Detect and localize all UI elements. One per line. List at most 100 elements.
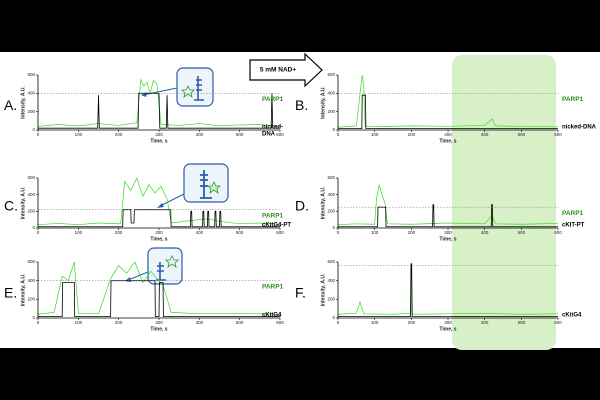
- icon-a: [141, 67, 214, 107]
- x-axis-label: Time, s: [439, 326, 456, 332]
- x-tick-label: 100: [75, 320, 83, 325]
- x-tick-label: 200: [408, 132, 416, 137]
- x-tick-label: 300: [155, 132, 163, 137]
- x-tick-label: 200: [408, 320, 416, 325]
- x-tick-label: 400: [196, 132, 204, 137]
- x-axis-label: Time, s: [150, 138, 167, 144]
- panel: 0 100 200 300 400 500 600 0 200 400 600 Time, s Inte…: [295, 259, 582, 332]
- x-tick-label: 600: [276, 132, 284, 137]
- panel: 0 100 200 300 400 500 600 0 200 400 600 Time, s Inte…: [4, 259, 284, 332]
- x-tick-label: 0: [37, 320, 40, 325]
- trace: [338, 94, 558, 130]
- trace: [38, 92, 280, 129]
- x-tick-label: 600: [554, 230, 562, 235]
- y-tick-label: 0: [332, 225, 335, 230]
- trace: [337, 74, 559, 128]
- y-axis-label: Intensity, A.U.: [20, 85, 26, 118]
- y-axis-label: Intensity, A.U.: [20, 273, 26, 306]
- x-tick-label: 200: [115, 230, 123, 235]
- trace: [338, 204, 558, 228]
- y-tick-label: 600: [27, 175, 35, 180]
- x-tick-label: 500: [518, 320, 526, 325]
- y-tick-label: 0: [32, 225, 35, 230]
- x-tick-label: 100: [371, 320, 379, 325]
- y-tick-label: 400: [327, 192, 335, 197]
- trace: [337, 184, 559, 226]
- x-tick-label: 600: [276, 320, 284, 325]
- x-tick-label: 200: [115, 132, 123, 137]
- y-tick-label: 200: [327, 297, 335, 302]
- y-tick-label: 200: [27, 297, 35, 302]
- x-tick-label: 100: [75, 132, 83, 137]
- y-tick-label: 400: [327, 91, 335, 96]
- y-tick-label: 600: [327, 259, 335, 264]
- panel-letter: F.: [295, 285, 306, 301]
- x-tick-label: 200: [408, 230, 416, 235]
- x-tick-label: 300: [444, 320, 452, 325]
- x-tick-label: 100: [371, 230, 379, 235]
- protein-label: PARP1: [262, 212, 284, 219]
- y-axis-label: Intensity, A.U.: [320, 186, 326, 219]
- y-tick-label: 200: [327, 109, 335, 114]
- treatment-label: 5 mM NAD+: [260, 67, 297, 74]
- icon-e: [125, 247, 183, 285]
- x-tick-label: 300: [155, 320, 163, 325]
- x-tick-label: 400: [196, 230, 204, 235]
- y-tick-label: 400: [27, 192, 35, 197]
- x-tick-label: 400: [196, 320, 204, 325]
- y-tick-label: 200: [27, 209, 35, 214]
- x-tick-label: 400: [481, 230, 489, 235]
- x-tick-label: 0: [37, 230, 40, 235]
- panel: 0 100 200 300 400 500 600 0 200 400 600 Time, s Inte…: [4, 175, 291, 242]
- x-tick-label: 300: [155, 230, 163, 235]
- x-tick-label: 600: [554, 132, 562, 137]
- x-axis-label: Time, s: [439, 236, 456, 242]
- x-tick-label: 0: [337, 320, 340, 325]
- panel-letter: B.: [295, 97, 308, 113]
- panel-letter: A.: [4, 97, 17, 113]
- y-axis-label: Intensity, A.U.: [320, 85, 326, 118]
- x-tick-label: 0: [337, 132, 340, 137]
- y-tick-label: 0: [32, 315, 35, 320]
- x-tick-label: 300: [444, 230, 452, 235]
- panel: 0 100 200 300 400 500 600 0 200 400 600 Time, s Inte…: [4, 72, 284, 144]
- y-tick-label: 400: [327, 278, 335, 283]
- trace: [37, 177, 281, 226]
- y-tick-label: 600: [27, 259, 35, 264]
- x-tick-label: 0: [337, 230, 340, 235]
- y-tick-label: 400: [27, 278, 35, 283]
- substrate-label: cKitG4: [562, 313, 582, 319]
- y-tick-label: 600: [327, 72, 335, 77]
- x-tick-label: 200: [115, 320, 123, 325]
- substrate-label: cKIT-PT: [562, 223, 585, 229]
- y-axis-label: Intensity, A.U.: [20, 186, 26, 219]
- substrate-label: nicked-DNA: [562, 125, 597, 131]
- y-tick-label: 600: [27, 72, 35, 77]
- protein-label: PARP1: [262, 283, 284, 290]
- y-tick-label: 200: [327, 209, 335, 214]
- protein-label: PARP1: [562, 96, 584, 103]
- x-axis-label: Time, s: [150, 236, 167, 242]
- y-tick-label: 200: [27, 109, 35, 114]
- x-tick-label: 500: [236, 230, 244, 235]
- trace: [38, 280, 280, 317]
- x-tick-label: 500: [518, 132, 526, 137]
- x-tick-label: 400: [481, 132, 489, 137]
- panel-letter: C.: [4, 198, 18, 214]
- trace: [338, 263, 558, 317]
- substrate-label: cKitG4-PT: [262, 223, 291, 229]
- y-tick-label: 0: [332, 127, 335, 132]
- shaded-region: [452, 55, 556, 350]
- x-tick-label: 500: [236, 320, 244, 325]
- substrate-label: nicked-: [262, 125, 283, 131]
- y-axis-label: Intensity, A.U.: [320, 273, 326, 306]
- y-tick-label: 0: [332, 315, 335, 320]
- x-tick-label: 600: [554, 320, 562, 325]
- nad-arrow: 5 mM NAD+: [249, 52, 323, 88]
- x-tick-label: 500: [518, 230, 526, 235]
- bottom-band: [0, 348, 600, 400]
- panel-letter: D.: [295, 198, 309, 214]
- trace: [38, 209, 280, 228]
- x-tick-label: 300: [444, 132, 452, 137]
